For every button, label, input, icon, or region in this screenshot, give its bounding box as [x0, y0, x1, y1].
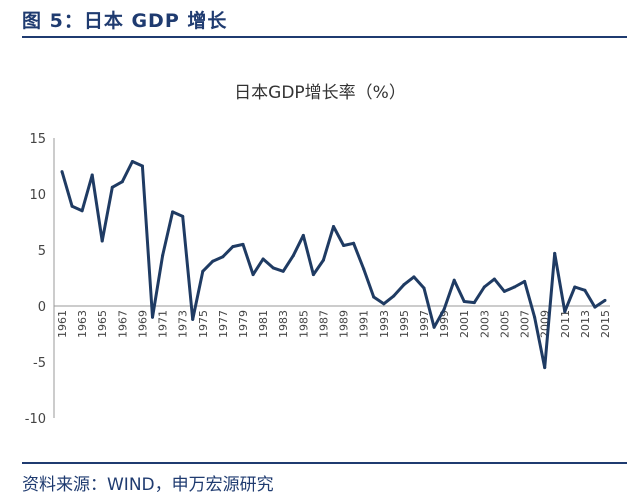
figure-header: 图 5：日本 GDP 增长 [0, 0, 640, 40]
chart-title: 日本GDP增长率（%） [234, 83, 406, 103]
data-point [553, 251, 557, 255]
data-point [120, 180, 124, 184]
x-tick-label: 2001 [458, 310, 471, 338]
x-tick-label: 1983 [277, 310, 290, 338]
x-tick-label: 2011 [559, 310, 572, 338]
data-point [80, 209, 84, 213]
data-point [130, 160, 134, 163]
x-tick-label: 2013 [579, 310, 592, 338]
x-tick-label: 2015 [599, 310, 612, 338]
data-point [362, 267, 366, 271]
x-tick-label: 1965 [96, 310, 109, 338]
x-tick-label: 1969 [136, 310, 149, 338]
data-point [110, 185, 114, 189]
data-point [161, 254, 165, 258]
data-point [60, 170, 64, 174]
figure-source: 资料来源：WIND，申万宏源研究 [22, 475, 274, 495]
data-point [231, 245, 235, 249]
y-tick-label: 15 [29, 132, 46, 147]
x-tick-label: 1967 [116, 310, 129, 338]
x-tick-label: 1981 [257, 310, 270, 338]
data-point [281, 269, 285, 273]
data-point [442, 307, 446, 311]
data-point [352, 241, 356, 245]
x-tick-label: 1997 [418, 310, 431, 338]
data-point [372, 295, 376, 299]
data-points [60, 160, 607, 370]
data-point [563, 310, 567, 314]
data-point [583, 288, 587, 292]
data-point [482, 285, 486, 289]
data-point [251, 273, 255, 277]
data-point [70, 204, 74, 208]
x-tick-label: 1973 [177, 310, 190, 338]
data-point [271, 266, 275, 270]
data-point [332, 225, 335, 228]
x-tick-label: 1979 [237, 310, 250, 338]
data-point [502, 289, 506, 293]
x-tick-label: 2007 [519, 310, 532, 338]
x-tick-label: 1961 [56, 310, 69, 338]
data-point [603, 298, 607, 302]
data-point [462, 300, 466, 303]
data-point [171, 210, 175, 214]
data-point [472, 301, 476, 305]
data-point [513, 285, 516, 289]
data-point [543, 366, 547, 370]
data-point [241, 242, 245, 246]
data-point [432, 325, 436, 329]
gdp-growth-line-chart: 日本GDP增长率（%） 15 10 5 0 -5 -10 1961 1963 1965 1967… [25, 83, 612, 427]
data-point [533, 315, 537, 319]
data-point [412, 275, 416, 279]
x-tick-labels: 1961 1963 1965 1967 1969 1971 1973 1975 1977 1979… [56, 310, 612, 338]
data-point [593, 305, 597, 309]
figure-caption: 图 5：日本 GDP 增长 [22, 10, 228, 32]
x-tick-label: 2005 [498, 310, 511, 338]
data-point [342, 244, 346, 247]
x-tick-label: 1963 [76, 310, 89, 338]
data-point [221, 255, 225, 259]
data-point [90, 173, 94, 177]
y-tick-label: 10 [29, 188, 46, 203]
data-point [140, 164, 144, 168]
top-divider [22, 36, 627, 38]
data-point [291, 254, 295, 258]
y-tick-label: -10 [25, 412, 46, 427]
data-point [100, 239, 104, 243]
data-point [301, 233, 305, 237]
data-point [191, 317, 195, 321]
bottom-divider [22, 462, 627, 464]
data-point [492, 277, 496, 281]
y-tick-label: 5 [38, 244, 46, 259]
data-point [311, 273, 315, 277]
x-tick-label: 1975 [197, 310, 210, 338]
data-point [523, 279, 527, 283]
y-tick-label: 0 [38, 300, 46, 315]
y-tick-labels: 15 10 5 0 -5 -10 [25, 132, 46, 427]
data-point [422, 286, 426, 290]
data-point [261, 257, 265, 261]
data-point [201, 269, 205, 273]
x-tick-label: 2003 [478, 310, 491, 338]
x-tick-label: 1985 [297, 310, 310, 338]
data-point [392, 294, 396, 298]
data-point [452, 278, 456, 282]
x-tick-label: 1989 [338, 310, 351, 338]
data-point [181, 214, 185, 218]
x-tick-label: 1993 [378, 310, 391, 338]
x-tick-label: 1977 [217, 310, 230, 338]
data-point [321, 258, 325, 262]
data-point [151, 315, 154, 319]
data-point [382, 302, 386, 306]
x-tick-label: 1995 [398, 310, 411, 338]
x-tick-label: 1987 [317, 310, 330, 338]
x-tick-label: 1971 [157, 310, 170, 338]
data-point [573, 285, 577, 289]
x-tick-label: 1991 [358, 310, 371, 338]
data-point [211, 259, 215, 263]
data-point [402, 283, 406, 287]
y-tick-label: -5 [33, 356, 46, 371]
